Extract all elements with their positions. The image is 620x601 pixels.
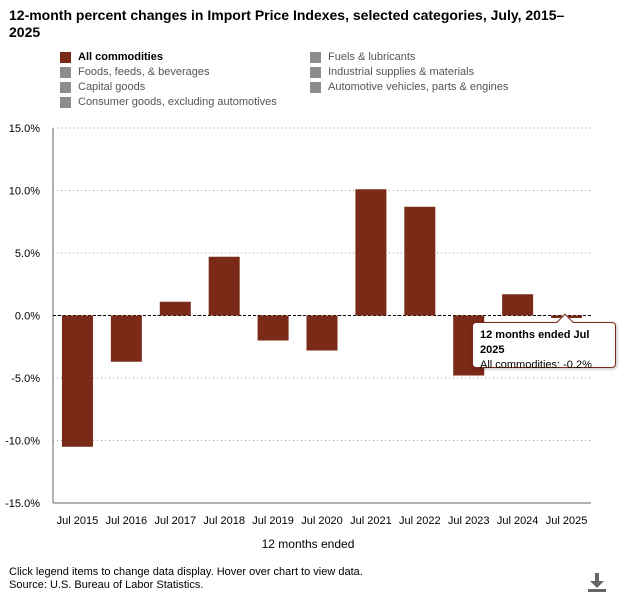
- x-tick-label: Jul 2021: [350, 515, 392, 527]
- legend-item-foods-feeds-beverages[interactable]: Foods, feeds, & beverages: [60, 65, 209, 79]
- tooltip: 12 months ended Jul 2025 All commodities…: [472, 313, 616, 371]
- y-tick-label: -10.0%: [5, 436, 40, 448]
- legend-swatch: [310, 81, 321, 93]
- x-tick-label: Jul 2020: [301, 515, 343, 527]
- legend-label: Consumer goods, excluding automotives: [78, 96, 277, 108]
- x-tick-label: Jul 2019: [252, 515, 294, 527]
- legend-label: Automotive vehicles, parts & engines: [328, 81, 509, 93]
- footnote: Click legend items to change data displa…: [9, 566, 363, 592]
- y-tick-label: 15.0%: [9, 123, 40, 135]
- download-icon: [588, 573, 606, 592]
- bar-jul-2017[interactable]: [159, 301, 191, 316]
- legend-item-consumer-goods[interactable]: Consumer goods, excluding automotives: [60, 95, 277, 109]
- legend-item-fuels-lubricants[interactable]: Fuels & lubricants: [310, 50, 415, 64]
- chart-title: 12-month percent changes in Import Price…: [9, 7, 565, 40]
- legend-item-industrial-supplies[interactable]: Industrial supplies & materials: [310, 65, 474, 79]
- tooltip-body: All commodities: -0.2%: [480, 359, 592, 371]
- legend-swatch: [60, 81, 71, 93]
- legend-label: Foods, feeds, & beverages: [78, 66, 210, 78]
- legend-label: Industrial supplies & materials: [328, 66, 475, 78]
- legend-swatch: [60, 96, 71, 108]
- legend-swatch: [60, 51, 71, 63]
- y-tick-label: 10.0%: [9, 186, 40, 198]
- y-tick-label: -5.0%: [11, 373, 40, 385]
- bar-jul-2015[interactable]: [61, 315, 93, 447]
- y-tick-label: -15.0%: [5, 498, 40, 510]
- footnote-source: Source: U.S. Bureau of Labor Statistics.: [9, 579, 204, 591]
- bar-jul-2022[interactable]: [404, 206, 436, 316]
- bar-jul-2020[interactable]: [306, 315, 338, 351]
- legend-label: Capital goods: [78, 81, 146, 93]
- y-tick-label: 5.0%: [15, 248, 40, 260]
- legend-item-automotive[interactable]: Automotive vehicles, parts & engines: [310, 80, 508, 94]
- legend-item-all-commodities[interactable]: All commodities: [60, 50, 163, 64]
- legend: All commodities Foods, feeds, & beverage…: [60, 50, 600, 112]
- download-button[interactable]: [586, 571, 608, 593]
- y-tick-label: 0.0%: [15, 311, 40, 323]
- x-tick-label: Jul 2017: [154, 515, 196, 527]
- x-axis-title: 12 months ended: [262, 537, 355, 551]
- legend-label: All commodities: [78, 51, 163, 63]
- legend-item-capital-goods[interactable]: Capital goods: [60, 80, 145, 94]
- legend-swatch: [60, 66, 71, 78]
- x-tick-label: Jul 2025: [546, 515, 588, 527]
- legend-label: Fuels & lubricants: [328, 51, 416, 63]
- x-tick-label: Jul 2018: [203, 515, 245, 527]
- x-tick-label: Jul 2015: [57, 515, 99, 527]
- x-tick-label: Jul 2023: [448, 515, 490, 527]
- x-tick-label: Jul 2024: [497, 515, 539, 527]
- legend-swatch: [310, 51, 321, 63]
- bar-jul-2018[interactable]: [208, 256, 240, 316]
- bar-jul-2024[interactable]: [502, 294, 534, 316]
- bar-jul-2021[interactable]: [355, 189, 387, 316]
- tooltip-title: 12 months ended Jul 2025: [480, 329, 590, 356]
- bar-jul-2019[interactable]: [257, 315, 289, 341]
- legend-swatch: [310, 66, 321, 78]
- bar-jul-2016[interactable]: [110, 315, 142, 362]
- x-tick-label: Jul 2016: [106, 515, 148, 527]
- footnote-instructions: Click legend items to change data displa…: [9, 566, 363, 578]
- x-tick-label: Jul 2022: [399, 515, 441, 527]
